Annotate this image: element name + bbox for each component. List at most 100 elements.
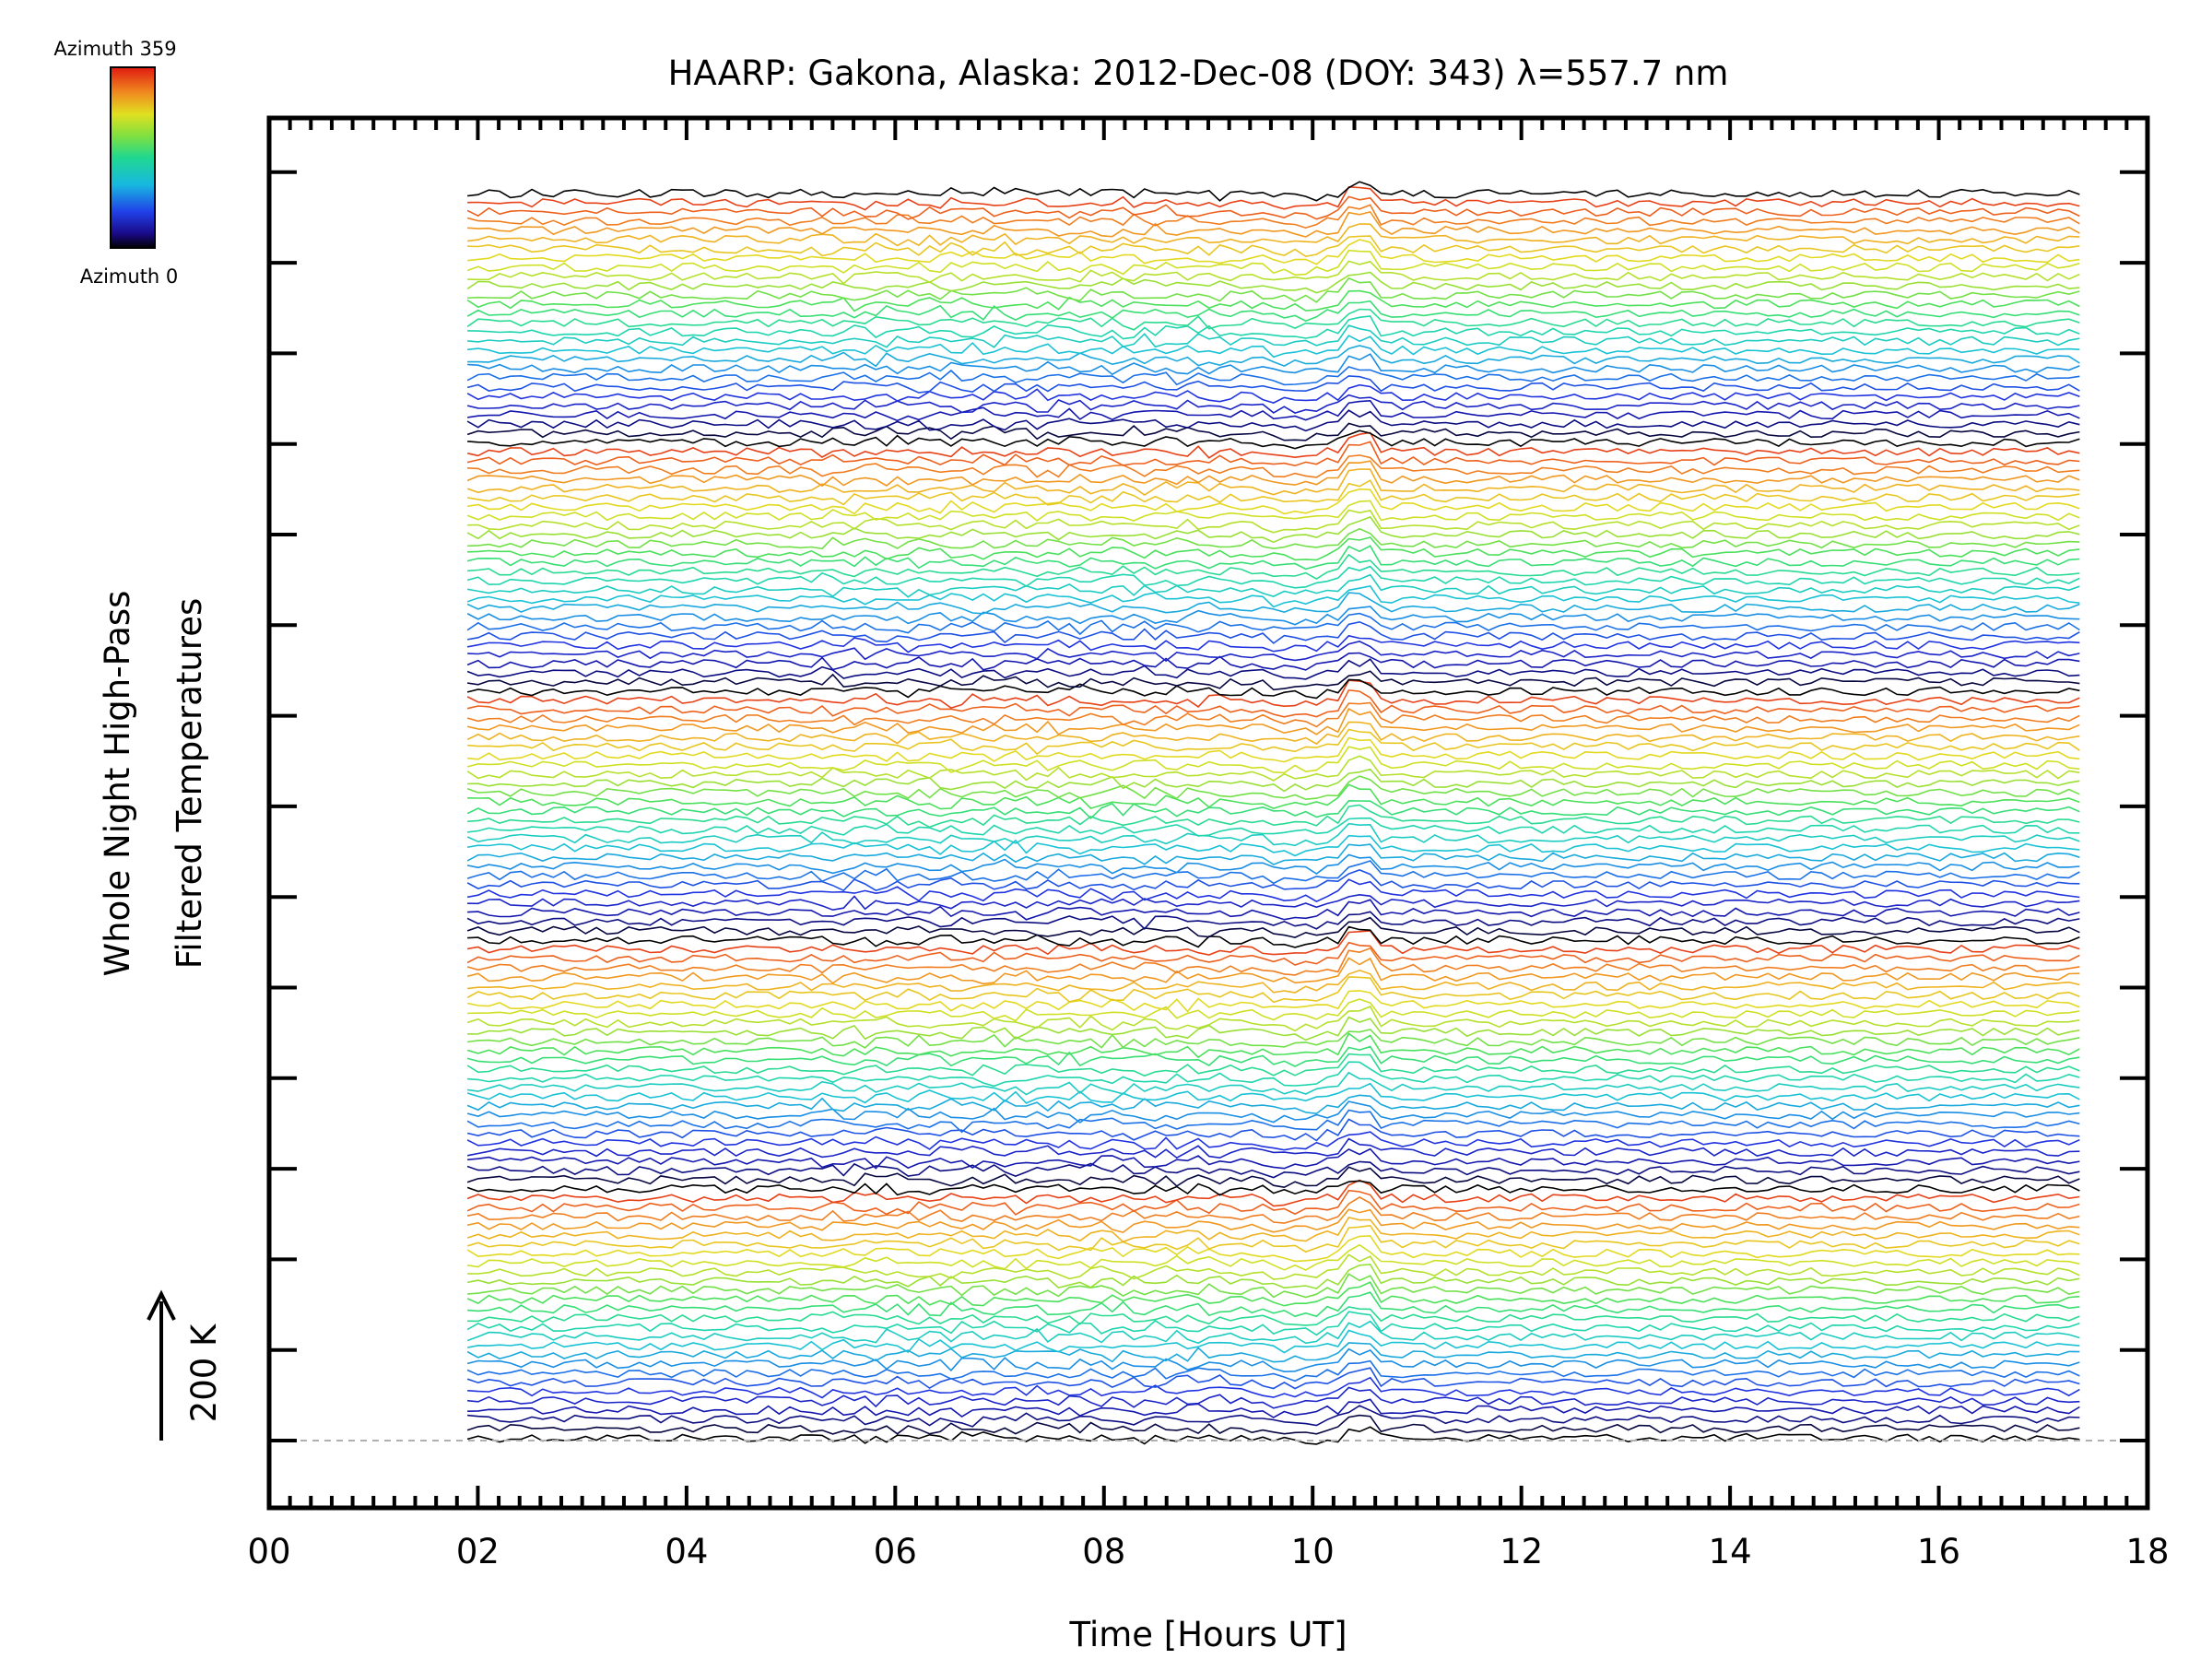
x-tick-label: 02 (456, 1532, 500, 1571)
x-tick-label: 18 (2125, 1532, 2169, 1571)
series-line (467, 1405, 2080, 1428)
series-line (467, 804, 2080, 829)
series-line (466, 1189, 2080, 1216)
x-tick-label: 00 (247, 1532, 290, 1571)
series-line (466, 399, 2080, 422)
scale-bar-label: 200 K (184, 1323, 224, 1422)
series-line (466, 431, 2080, 459)
series-line (467, 1386, 2080, 1409)
series-line (466, 1311, 2080, 1336)
series-line (466, 195, 2080, 220)
series-line (466, 565, 2080, 589)
series-line (466, 688, 2080, 718)
series-line (467, 998, 2080, 1022)
series-line (466, 479, 2080, 506)
series-line (467, 181, 2080, 202)
series-line (466, 1082, 2080, 1104)
series-line (466, 990, 2080, 1013)
series-line (466, 1071, 2080, 1096)
series-line (466, 620, 2080, 644)
series-line (466, 468, 2080, 496)
ticks-layer (267, 118, 2149, 1508)
series-line (466, 755, 2080, 782)
series-line (467, 509, 2080, 534)
x-tick-label: 12 (1500, 1532, 1543, 1571)
series-line (466, 1032, 2080, 1059)
series-line (466, 822, 2080, 847)
series-line (466, 834, 2080, 857)
series-line (466, 930, 2080, 956)
scale-bar: 200 K (147, 1289, 224, 1441)
series-line (466, 1109, 2080, 1134)
series-line (466, 1053, 2080, 1077)
series-line (466, 941, 2080, 966)
series-line (466, 585, 2080, 608)
series-line (467, 260, 2080, 285)
x-tick-label: 06 (874, 1532, 917, 1571)
series-line (466, 394, 2080, 414)
series-line (466, 853, 2080, 875)
series-line (466, 1216, 2080, 1243)
series-line (466, 500, 2080, 522)
series-line (466, 1414, 2080, 1435)
series-line (466, 1263, 2080, 1289)
series-line (467, 1147, 2080, 1170)
series-line (466, 976, 2080, 1004)
series-line (466, 911, 2080, 930)
series-line (466, 545, 2080, 571)
y-axis-label-line2: Filtered Temperatures (170, 598, 209, 969)
series-line (467, 1376, 2080, 1399)
series-line (467, 527, 2080, 550)
series-layer (466, 181, 2080, 1445)
series-line (466, 308, 2080, 331)
series-line (466, 1094, 2080, 1115)
series-line (467, 641, 2080, 663)
y-axis-label-line1: Whole Night High-Pass (98, 591, 137, 977)
series-line (467, 1061, 2080, 1088)
series-line (467, 783, 2080, 810)
series-line (466, 678, 2080, 700)
series-line (466, 375, 2080, 394)
series-line (466, 612, 2080, 636)
series-line (467, 899, 2080, 921)
x-tick-label: 08 (1082, 1532, 1125, 1571)
series-line (466, 289, 2080, 312)
series-line (467, 335, 2080, 359)
series-line (467, 1016, 2080, 1041)
series-line (466, 1118, 2080, 1142)
series-line (466, 1179, 2080, 1207)
series-line (466, 366, 2080, 386)
series-line (466, 409, 2080, 432)
series-line (466, 1137, 2080, 1159)
series-line (466, 1131, 2080, 1151)
series-line (467, 315, 2080, 340)
y-axis-label: Whole Night High-Pass Filtered Temperatu… (98, 591, 209, 977)
series-line (467, 817, 2080, 837)
series-line (466, 1224, 2080, 1253)
x-tick-labels: 00 02 04 06 08 10 12 14 16 18 (247, 1532, 2169, 1571)
x-tick-label: 14 (1709, 1532, 1752, 1571)
series-line (467, 1306, 2080, 1326)
series-line (466, 775, 2080, 801)
series-line (467, 429, 2080, 450)
series-line (466, 947, 2080, 976)
series-line (466, 592, 2080, 615)
series-line (466, 799, 2080, 820)
series-line (466, 721, 2080, 746)
series-line (466, 1281, 2080, 1307)
series-line (467, 345, 2080, 368)
series-line (467, 925, 2080, 948)
series-line (467, 728, 2080, 756)
series-line (466, 652, 2080, 671)
series-line (466, 271, 2080, 294)
series-line (466, 878, 2080, 903)
series-line (467, 185, 2080, 211)
series-line (466, 488, 2080, 515)
series-line (466, 701, 2080, 728)
colorbar-bottom-label: Azimuth 0 (80, 265, 179, 288)
scale-bar-arrowhead (147, 1289, 176, 1321)
series-line (466, 1329, 2080, 1354)
series-line (466, 300, 2080, 323)
colorbar-top-label: Azimuth 359 (53, 38, 176, 60)
